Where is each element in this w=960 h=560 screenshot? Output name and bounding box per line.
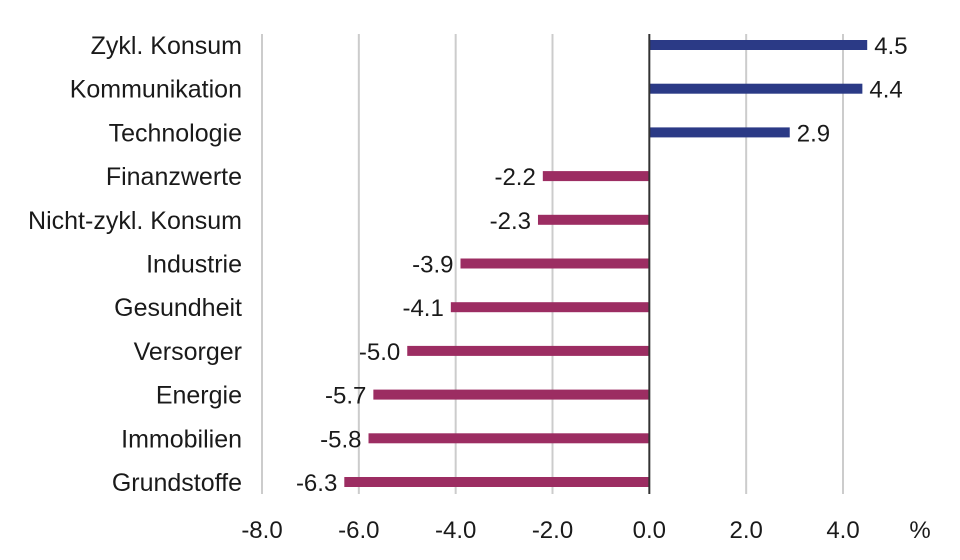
x-tick-label: -2.0 (532, 517, 573, 544)
value-label: -6.3 (296, 470, 337, 497)
x-tick-labels: -8.0 -6.0 -4.0 -2.0 0.0 2.0 4.0 (241, 517, 859, 544)
value-label: -3.9 (412, 252, 453, 279)
bar (344, 477, 650, 487)
x-tick-label: -6.0 (338, 517, 379, 544)
value-label: 4.4 (869, 77, 902, 104)
value-label: -5.8 (320, 426, 361, 453)
category-label: Industrie (146, 251, 242, 279)
category-label: Finanzwerte (106, 163, 242, 191)
bar (537, 214, 650, 225)
category-label: Kommunikation (70, 76, 242, 104)
category-labels: Zykl. Konsum Kommunikation Technologie Fina… (28, 32, 242, 497)
value-label: -4.1 (402, 295, 443, 322)
category-label: Immobilien (121, 425, 242, 453)
value-label: -5.7 (325, 383, 366, 410)
bar (407, 345, 650, 356)
value-label: -2.2 (494, 164, 535, 191)
value-label: 2.9 (797, 120, 830, 147)
category-label: Technologie (109, 119, 242, 147)
value-label: -5.0 (359, 339, 400, 366)
value-labels: 4.5 4.4 2.9 -2.2 -2.3 -3.9 -4.1-5.0 -5.7 -5.8 -6.… (296, 33, 908, 497)
bar (542, 171, 650, 182)
x-tick-label: -4.0 (435, 517, 476, 544)
x-tick-label: -8.0 (241, 517, 282, 544)
category-label: Grundstoffe (112, 469, 242, 497)
bar (649, 83, 863, 94)
bar (649, 40, 868, 50)
category-label: Zykl. Konsum (91, 32, 242, 60)
category-label: Nicht-zykl. Konsum (28, 207, 242, 235)
bar (450, 302, 650, 313)
gridlines (261, 34, 844, 494)
category-label: Energie (156, 382, 242, 410)
bar (368, 433, 650, 444)
bars (344, 40, 868, 487)
category-label: Versorger (134, 338, 242, 366)
value-label: -2.3 (490, 208, 531, 235)
value-label: 4.5 (874, 33, 907, 60)
unit-label: % (909, 517, 930, 544)
bar (460, 258, 650, 269)
x-tick-label: 0.0 (633, 517, 666, 544)
category-label: Gesundheit (114, 294, 242, 322)
bar (649, 127, 790, 138)
x-tick-label: 4.0 (826, 517, 859, 544)
x-tick-label: 2.0 (729, 517, 762, 544)
bar (373, 389, 650, 400)
